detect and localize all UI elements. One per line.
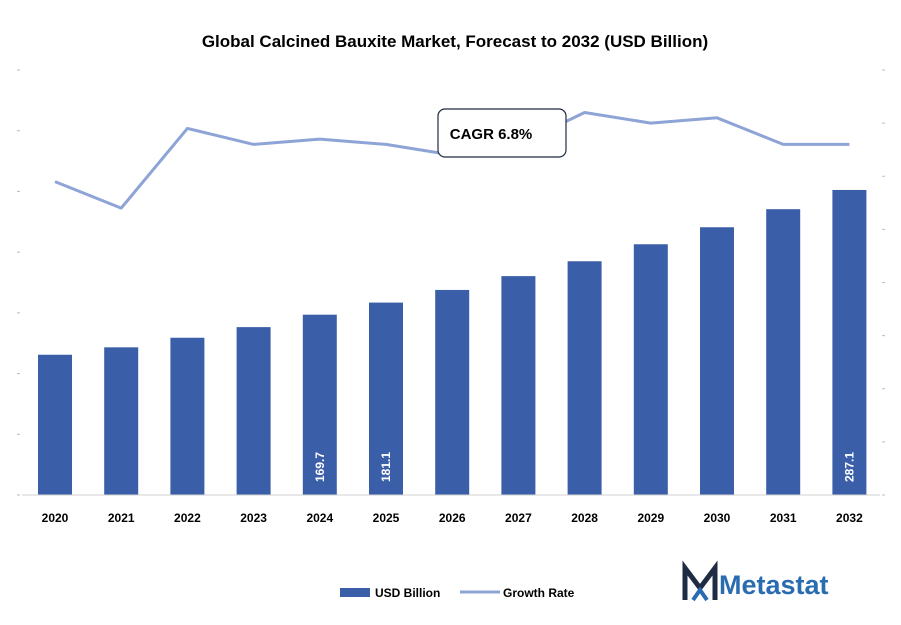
bar-2022: [170, 337, 205, 495]
x-tick-label: 2030: [704, 511, 731, 525]
bar-data-label-2025: 181.1: [379, 452, 393, 482]
bar-2026: [435, 289, 470, 495]
bar-2027: [501, 276, 536, 495]
legend: USD Billion Growth Rate: [340, 586, 575, 600]
x-tick-label: 2022: [174, 511, 201, 525]
x-tick-label: 2031: [770, 511, 797, 525]
bar-2024: [302, 314, 337, 495]
legend-swatch-usd-billion: [340, 588, 370, 597]
bar-2020: [38, 354, 72, 495]
right-axis-ticks: [882, 69, 885, 496]
x-tick-label: 2029: [637, 511, 664, 525]
x-axis-ticks: 2020 2021 2022 2023 2024 2025 2026 2027 2028 2029…: [42, 511, 863, 525]
metastat-m-logo-icon: [682, 560, 718, 602]
cagr-callout: CAGR 6.8%: [437, 108, 567, 158]
left-axis-ticks: [17, 69, 20, 496]
brand-name: Metastat: [719, 570, 829, 600]
bar-2029: [633, 244, 668, 495]
cagr-callout-box: [437, 108, 567, 158]
x-tick-label: 2032: [836, 511, 863, 525]
bar-2025: [369, 302, 403, 495]
bar-2021: [104, 347, 139, 495]
x-tick-label: 2025: [373, 511, 400, 525]
bar-2031: [766, 209, 801, 495]
bar-data-label-2032: 287.1: [842, 452, 856, 482]
x-tick-label: 2021: [108, 511, 135, 525]
bar-2028: [567, 261, 602, 495]
bar-2030: [700, 227, 734, 495]
legend-label-growth-rate: Growth Rate: [503, 586, 575, 600]
x-tick-label: 2024: [306, 511, 333, 525]
chart-title: Global Calcined Bauxite Market, Forecast…: [202, 32, 708, 51]
bar-2023: [236, 327, 271, 495]
bar-data-label-2024: 169.7: [313, 452, 327, 482]
cagr-callout-text: CAGR 6.8%: [450, 126, 533, 143]
brand-logo: Metastat: [682, 560, 829, 602]
bar-data-labels: 169.7 181.1 287.1: [313, 452, 857, 482]
x-tick-label: 2023: [240, 511, 267, 525]
x-tick-label: 2026: [439, 511, 466, 525]
legend-label-usd-billion: USD Billion: [375, 586, 440, 600]
bar-series: [38, 189, 867, 496]
x-tick-label: 2027: [505, 511, 532, 525]
bar-2032: [832, 189, 867, 496]
x-tick-label: 2020: [42, 511, 69, 525]
x-tick-label: 2028: [571, 511, 598, 525]
